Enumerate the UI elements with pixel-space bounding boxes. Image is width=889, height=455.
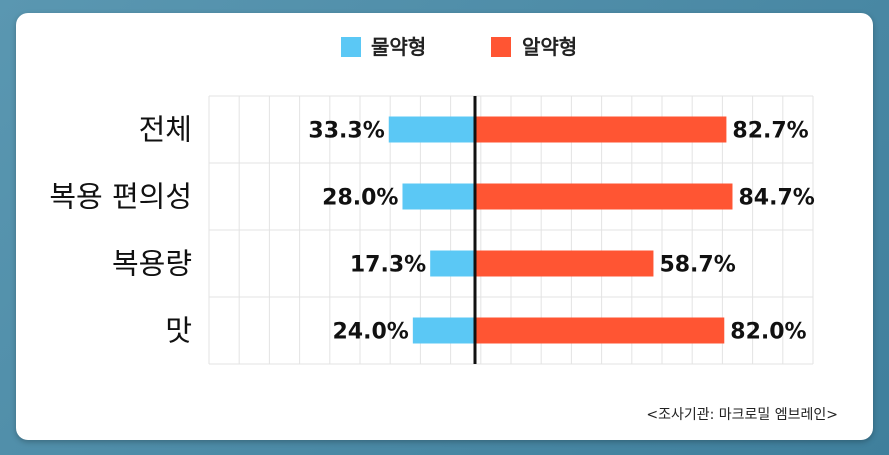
bar-series-2 xyxy=(475,183,733,210)
legend-label-series-1: 물약형 xyxy=(371,35,426,59)
value-label-series-2: 82.7% xyxy=(732,119,808,144)
value-label-series-2: 84.7% xyxy=(738,186,814,211)
category-label: 전체 xyxy=(139,113,192,147)
value-label-series-1: 28.0% xyxy=(322,186,398,211)
value-label-series-1: 33.3% xyxy=(308,119,384,144)
bar-series-2 xyxy=(475,317,725,344)
legend-label-series-2: 알약형 xyxy=(522,35,577,59)
category-label: 복용량 xyxy=(112,247,192,281)
bar-series-1 xyxy=(412,317,475,344)
bar-series-1 xyxy=(402,183,475,210)
value-label-series-1: 24.0% xyxy=(333,320,409,345)
category-label: 맛 xyxy=(165,314,192,348)
value-label-series-2: 58.7% xyxy=(659,253,735,278)
bar-series-2 xyxy=(475,116,727,143)
bar-series-1 xyxy=(388,116,475,143)
legend-swatch-series-1 xyxy=(341,37,361,57)
source-note: <조사기관: 마크로밀 엠브레인> xyxy=(646,407,838,423)
value-label-series-2: 82.0% xyxy=(730,320,806,345)
bar-series-2 xyxy=(475,250,654,277)
category-label: 복용 편의성 xyxy=(49,180,192,214)
value-label-series-1: 17.3% xyxy=(350,253,426,278)
bar-series-1 xyxy=(430,250,475,277)
legend-swatch-series-2 xyxy=(491,37,511,57)
